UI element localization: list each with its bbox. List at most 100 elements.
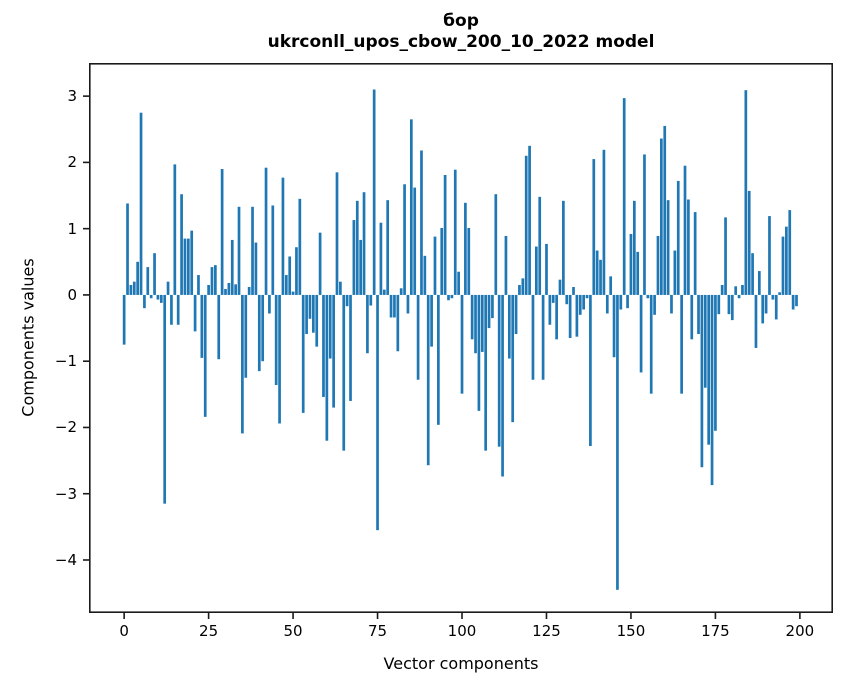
bar <box>541 294 545 380</box>
bar <box>163 294 167 504</box>
bar <box>278 294 281 424</box>
bar <box>717 294 721 315</box>
bar <box>707 294 711 445</box>
bar <box>714 294 717 431</box>
bar <box>203 294 207 417</box>
bar <box>656 235 660 295</box>
bar <box>487 294 491 329</box>
y-tick-label: −4 <box>54 550 77 569</box>
bar <box>582 294 585 310</box>
bar <box>791 294 795 310</box>
bar <box>558 279 562 295</box>
bar <box>474 294 477 354</box>
bar <box>747 190 751 295</box>
bar <box>271 205 275 295</box>
bar <box>720 284 724 295</box>
y-axis-label: Components values <box>18 258 38 417</box>
bar <box>139 112 143 295</box>
bar <box>440 228 444 295</box>
bar <box>379 222 383 295</box>
bar <box>697 294 700 335</box>
bar <box>143 294 146 309</box>
bar <box>382 289 386 295</box>
bar <box>193 294 197 332</box>
bar <box>217 294 221 360</box>
bar <box>420 150 423 295</box>
bar <box>771 294 775 300</box>
bar <box>322 294 325 397</box>
bar <box>626 294 629 309</box>
bar <box>416 294 420 380</box>
bar <box>687 199 690 295</box>
bar <box>335 172 339 295</box>
bar <box>349 294 352 401</box>
bar <box>774 294 778 320</box>
bar <box>518 284 521 295</box>
bar <box>166 281 170 295</box>
bar <box>504 235 508 295</box>
bar <box>237 206 241 295</box>
x-tick-label: 25 <box>199 622 219 640</box>
bar <box>480 294 484 352</box>
bar <box>210 267 214 295</box>
bar <box>153 253 156 295</box>
bar <box>649 294 653 394</box>
bar <box>241 294 244 434</box>
bar <box>244 294 248 378</box>
bar <box>565 294 569 305</box>
bar <box>122 294 126 345</box>
bar <box>291 291 295 295</box>
bar <box>220 169 224 295</box>
bar <box>578 294 582 315</box>
bar <box>230 239 234 295</box>
x-tick-label: 125 <box>532 622 561 640</box>
bar <box>443 174 447 295</box>
y-tick-label: 0 <box>67 285 77 304</box>
bar <box>274 294 278 386</box>
bar <box>751 253 754 295</box>
x-axis-label: Vector components <box>383 654 539 673</box>
bar <box>562 200 565 295</box>
chart-subtitle: ukrconll_upos_cbow_200_10_2022 model <box>267 32 655 52</box>
bar <box>227 283 231 295</box>
bar <box>386 200 390 295</box>
bar <box>352 220 356 295</box>
bar <box>470 294 474 340</box>
plot-area <box>83 63 834 619</box>
bar <box>680 294 683 394</box>
bar <box>396 294 400 352</box>
y-tick-label: −2 <box>54 418 77 437</box>
bar <box>632 200 636 295</box>
x-tick-label: 75 <box>367 622 388 640</box>
bar <box>660 138 663 295</box>
bar <box>551 294 555 303</box>
x-tick-label: 200 <box>785 622 815 640</box>
bar <box>744 90 748 295</box>
bar <box>589 294 592 447</box>
bar <box>524 155 528 295</box>
bar <box>521 278 525 295</box>
bar <box>328 294 332 359</box>
bar <box>636 251 640 295</box>
bar <box>355 200 359 295</box>
bar <box>264 167 268 295</box>
bar <box>450 294 454 299</box>
bar <box>693 212 697 295</box>
bar <box>781 236 785 295</box>
bar <box>183 238 187 295</box>
bar <box>724 217 727 295</box>
bar <box>531 294 535 380</box>
bars-group <box>122 89 798 590</box>
bar <box>534 246 538 295</box>
bar <box>757 271 761 295</box>
bar <box>132 281 136 295</box>
bar <box>369 294 373 306</box>
bar <box>734 286 738 295</box>
bar <box>308 294 312 319</box>
bar <box>599 259 602 295</box>
bar <box>612 294 616 358</box>
bar <box>214 265 217 295</box>
bar <box>528 145 531 295</box>
bar <box>622 98 626 295</box>
